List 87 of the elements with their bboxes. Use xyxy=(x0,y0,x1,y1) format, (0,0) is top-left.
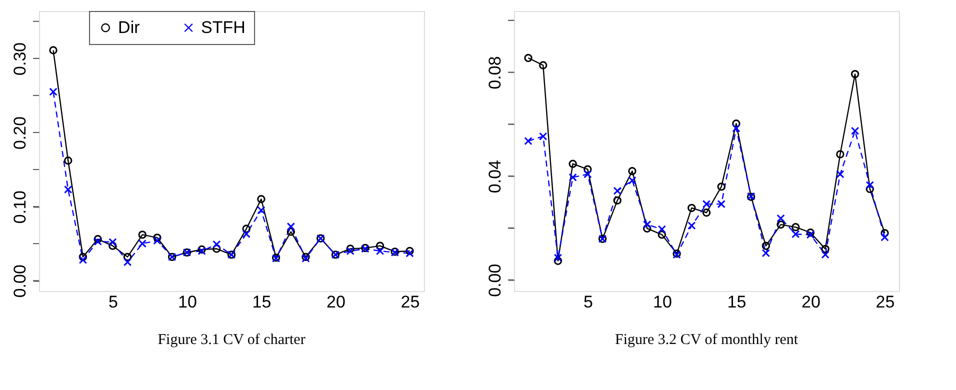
y-tick-label: 0.20 xyxy=(10,116,30,150)
x-tick-label: 5 xyxy=(583,292,593,312)
point xyxy=(153,236,162,245)
y-tick-label: 0.08 xyxy=(486,56,504,90)
point xyxy=(212,240,221,248)
point xyxy=(792,230,800,238)
point xyxy=(64,156,72,165)
point xyxy=(688,204,696,212)
point xyxy=(717,182,726,191)
point xyxy=(658,225,666,234)
point xyxy=(688,222,696,230)
point xyxy=(850,126,860,135)
point xyxy=(346,246,354,256)
point xyxy=(78,256,88,264)
point xyxy=(702,208,711,217)
y-tick-label: 0.10 xyxy=(10,190,30,224)
point xyxy=(346,244,354,253)
point xyxy=(836,170,844,178)
point xyxy=(717,200,726,208)
point xyxy=(554,254,562,262)
point xyxy=(658,230,666,239)
x-tick-label: 25 xyxy=(400,292,420,312)
point xyxy=(568,160,577,168)
point xyxy=(821,244,830,254)
point xyxy=(642,220,652,229)
point xyxy=(539,132,548,140)
x-tick-label: 15 xyxy=(252,292,272,312)
point xyxy=(242,224,250,233)
point xyxy=(123,252,132,262)
point xyxy=(108,238,117,246)
y-tick-label: 0.04 xyxy=(486,160,504,194)
point xyxy=(732,120,740,128)
legend-label: Dir xyxy=(118,18,140,37)
x-tick-label: 15 xyxy=(727,292,746,312)
point xyxy=(286,222,296,231)
point xyxy=(613,196,622,205)
point xyxy=(762,242,770,250)
point xyxy=(568,173,577,182)
point xyxy=(554,256,562,265)
point xyxy=(850,70,860,78)
point xyxy=(138,239,146,248)
point xyxy=(376,246,384,256)
x-tick-label: 20 xyxy=(326,292,346,312)
text: Figure 3.2 CV of monthly rent xyxy=(614,332,799,348)
point xyxy=(628,176,636,185)
x-tick-label: 20 xyxy=(802,292,820,312)
x-tick-label: 5 xyxy=(108,292,118,312)
point xyxy=(108,242,117,250)
point xyxy=(257,195,266,204)
point xyxy=(153,234,162,242)
point xyxy=(257,206,266,214)
point xyxy=(836,150,844,158)
point xyxy=(642,224,652,233)
point xyxy=(821,250,830,259)
point xyxy=(242,230,250,238)
x-tick-label: 25 xyxy=(876,292,895,312)
point xyxy=(762,249,770,258)
point xyxy=(64,185,72,194)
y-tick-label: 0.30 xyxy=(10,42,30,76)
point xyxy=(702,200,711,208)
point xyxy=(376,242,384,250)
x-tick-label: 10 xyxy=(652,292,672,312)
point xyxy=(524,136,532,146)
point xyxy=(613,186,622,195)
point xyxy=(212,244,221,253)
point xyxy=(792,223,800,232)
y-tick-label: 0.00 xyxy=(10,264,30,298)
point xyxy=(584,165,592,174)
text: Figure 3.1 CV of charter xyxy=(158,332,306,348)
point xyxy=(539,61,548,70)
point xyxy=(880,233,889,242)
point xyxy=(138,230,146,239)
point xyxy=(123,258,132,266)
legend-label: STFH xyxy=(201,18,246,37)
point xyxy=(406,249,414,258)
point xyxy=(776,214,785,222)
point xyxy=(584,170,592,178)
point xyxy=(628,167,636,176)
point xyxy=(78,252,88,262)
point xyxy=(732,124,740,132)
y-tick-label: 0.00 xyxy=(486,264,504,297)
point xyxy=(866,184,874,194)
point xyxy=(286,228,296,236)
point xyxy=(866,181,874,190)
point xyxy=(49,88,58,96)
point xyxy=(776,220,785,229)
x-tick-label: 10 xyxy=(178,292,197,312)
